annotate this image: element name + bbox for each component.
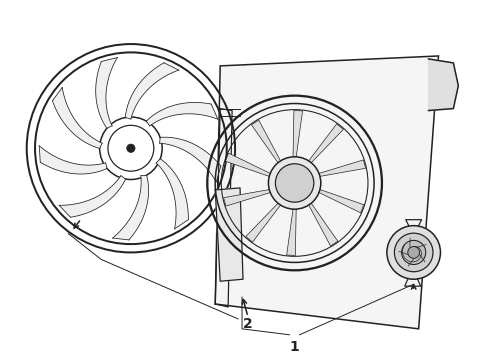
Polygon shape (429, 59, 458, 111)
Polygon shape (246, 203, 280, 242)
Text: 2: 2 (243, 317, 253, 331)
Polygon shape (309, 124, 343, 163)
Circle shape (275, 164, 314, 202)
Circle shape (408, 247, 419, 258)
Polygon shape (225, 153, 270, 176)
Polygon shape (251, 120, 280, 163)
Circle shape (402, 240, 426, 265)
Polygon shape (59, 176, 125, 217)
Polygon shape (160, 137, 221, 182)
Polygon shape (125, 63, 179, 119)
Polygon shape (96, 58, 118, 128)
Polygon shape (293, 111, 302, 157)
Polygon shape (52, 87, 102, 148)
Polygon shape (39, 146, 107, 174)
Polygon shape (113, 175, 148, 240)
Polygon shape (215, 56, 439, 329)
Circle shape (387, 226, 441, 279)
Polygon shape (287, 209, 296, 256)
Polygon shape (215, 188, 243, 281)
Polygon shape (156, 159, 188, 229)
Polygon shape (319, 160, 366, 176)
Polygon shape (319, 190, 364, 213)
Polygon shape (147, 103, 218, 126)
Circle shape (269, 157, 321, 209)
Polygon shape (223, 190, 270, 206)
Circle shape (127, 144, 135, 152)
Text: 1: 1 (290, 340, 299, 354)
Polygon shape (309, 203, 338, 246)
Circle shape (394, 233, 433, 272)
